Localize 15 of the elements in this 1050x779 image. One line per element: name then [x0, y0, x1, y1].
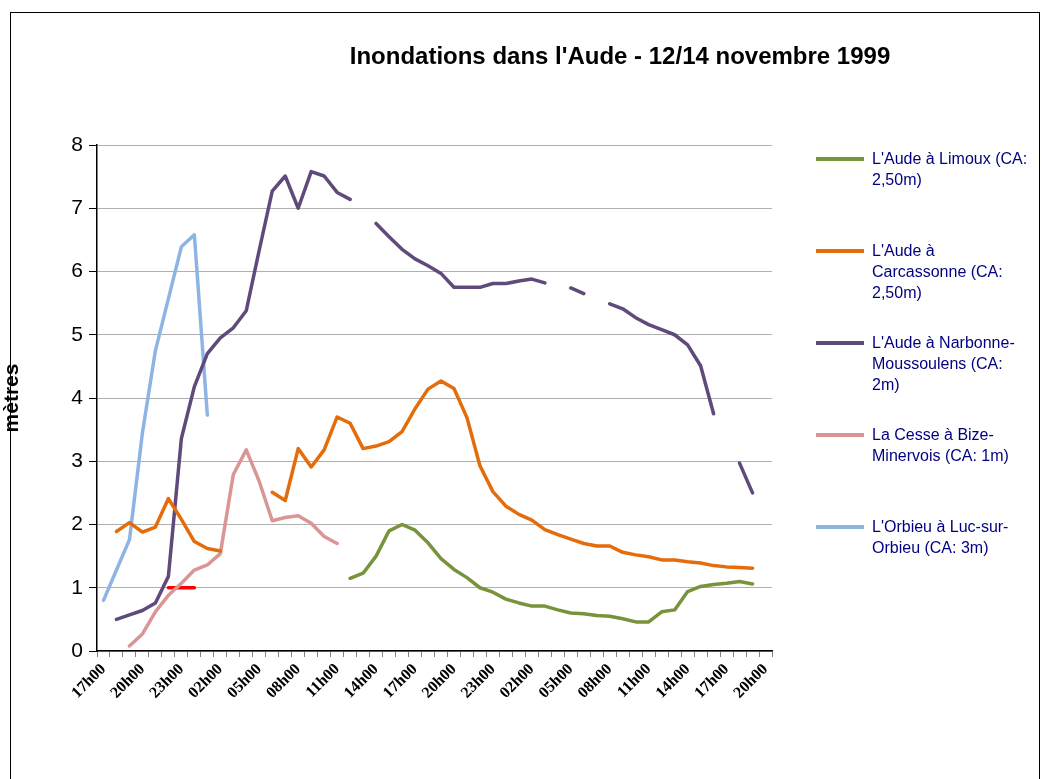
- y-tick-label: 3: [71, 448, 83, 472]
- legend-label: La Cesse à Bize-Minervois (CA: 1m): [872, 425, 1010, 466]
- legend-label: L'Orbieu à Luc-sur-Orbieu (CA: 3m): [872, 517, 1010, 558]
- y-tick-label: 2: [71, 511, 83, 535]
- y-tick-label: 0: [71, 637, 83, 661]
- legend-label: L'Aude à Carcassonne (CA: 2,50m): [872, 241, 1004, 303]
- legend-label: L'Aude à Narbonne-Moussoulens (CA: 2m): [872, 333, 1016, 395]
- y-tick-label: 6: [71, 258, 83, 282]
- y-tick-label: 8: [71, 131, 83, 155]
- y-tick-label: 4: [71, 384, 84, 408]
- legend-label: L'Aude à Limoux (CA: 2,50m): [872, 149, 1029, 190]
- y-tick-label: 5: [71, 321, 83, 345]
- y-tick-label: 7: [71, 195, 83, 219]
- y-tick-label: 1: [71, 574, 83, 598]
- chart-title: Inondations dans l'Aude - 12/14 novembre 1999: [348, 42, 892, 70]
